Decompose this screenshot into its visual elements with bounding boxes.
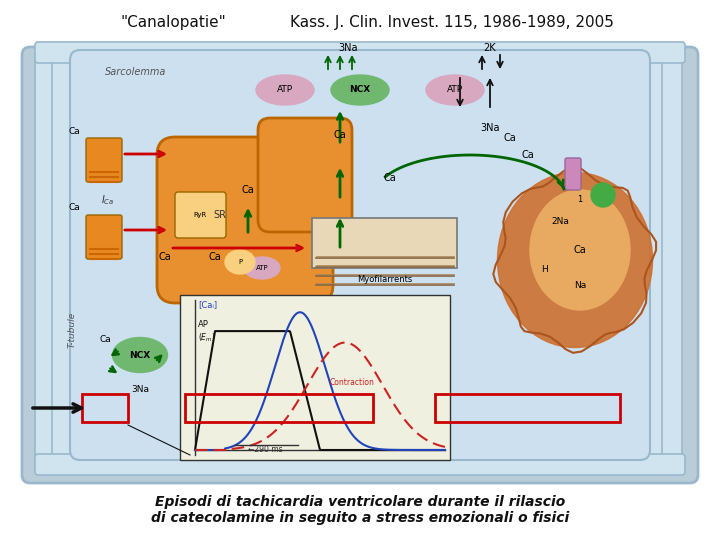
- Text: $I_{Ca}$: $I_{Ca}$: [102, 193, 114, 207]
- Bar: [312, 218, 457, 268]
- Ellipse shape: [225, 250, 255, 274]
- Text: AP: AP: [198, 320, 209, 329]
- Text: Ca: Ca: [333, 130, 346, 140]
- Text: Na: Na: [574, 280, 586, 289]
- Text: Ca: Ca: [384, 173, 397, 183]
- Bar: [185, 394, 373, 422]
- Text: Ca: Ca: [68, 127, 80, 137]
- Text: Ca: Ca: [574, 245, 586, 255]
- Ellipse shape: [530, 190, 630, 310]
- Text: 3Na: 3Na: [131, 386, 149, 395]
- FancyBboxPatch shape: [86, 138, 122, 182]
- Text: ATP: ATP: [277, 85, 293, 94]
- FancyBboxPatch shape: [35, 42, 685, 63]
- Text: Ca: Ca: [158, 252, 171, 262]
- FancyBboxPatch shape: [86, 215, 122, 259]
- Text: 2Na: 2Na: [551, 218, 569, 226]
- Text: "Canalopatie": "Canalopatie": [120, 15, 226, 30]
- Ellipse shape: [112, 338, 168, 373]
- Text: NCX: NCX: [349, 85, 371, 94]
- Text: ←290 ms: ←290 ms: [248, 445, 282, 454]
- Ellipse shape: [426, 75, 484, 105]
- Text: SR: SR: [214, 210, 227, 220]
- Text: ATP: ATP: [256, 265, 269, 271]
- Text: Ca: Ca: [99, 335, 111, 345]
- Text: Kass. J. Clin. Invest. 115, 1986-1989, 2005: Kass. J. Clin. Invest. 115, 1986-1989, 2…: [290, 15, 614, 30]
- Text: 1: 1: [577, 195, 582, 205]
- Bar: [435, 394, 620, 422]
- FancyBboxPatch shape: [35, 52, 55, 473]
- FancyBboxPatch shape: [565, 158, 581, 190]
- Text: Ca: Ca: [68, 204, 80, 213]
- Ellipse shape: [498, 172, 652, 348]
- Text: di catecolamine in seguito a stress emozionali o fisici: di catecolamine in seguito a stress emoz…: [151, 511, 569, 525]
- FancyBboxPatch shape: [22, 47, 698, 483]
- Text: Episodi di tachicardia ventricolare durante il rilascio: Episodi di tachicardia ventricolare dura…: [155, 495, 565, 509]
- Ellipse shape: [256, 75, 314, 105]
- Text: Myofilarrents: Myofilarrents: [357, 275, 413, 285]
- Text: Ca: Ca: [521, 150, 534, 160]
- Text: P: P: [238, 259, 242, 265]
- Text: T-tubule: T-tubule: [68, 312, 76, 348]
- Text: Ca: Ca: [209, 252, 221, 262]
- FancyBboxPatch shape: [52, 52, 72, 473]
- Text: NCX: NCX: [130, 350, 150, 360]
- Ellipse shape: [331, 75, 389, 105]
- FancyBboxPatch shape: [157, 137, 333, 303]
- FancyBboxPatch shape: [35, 454, 685, 475]
- Text: 3Na: 3Na: [338, 43, 358, 53]
- Bar: [180, 295, 450, 460]
- Text: Ca: Ca: [242, 185, 254, 195]
- Text: RyR: RyR: [194, 212, 207, 218]
- FancyBboxPatch shape: [645, 52, 665, 473]
- Text: Contraction: Contraction: [330, 378, 375, 387]
- Ellipse shape: [591, 183, 615, 207]
- Text: H: H: [541, 266, 549, 274]
- Text: Ca: Ca: [503, 133, 516, 143]
- Text: 2K: 2K: [484, 43, 496, 53]
- Bar: [82, 394, 128, 422]
- Text: [Caᵢ]: [Caᵢ]: [198, 300, 217, 309]
- Text: 3Na: 3Na: [480, 123, 500, 133]
- Text: ATP: ATP: [447, 85, 463, 94]
- Text: ($E_m$): ($E_m$): [198, 332, 215, 345]
- FancyBboxPatch shape: [175, 192, 226, 238]
- FancyBboxPatch shape: [662, 52, 682, 473]
- Ellipse shape: [244, 257, 280, 279]
- FancyBboxPatch shape: [258, 118, 352, 232]
- Text: Sarcolemma: Sarcolemma: [105, 67, 166, 77]
- FancyBboxPatch shape: [70, 50, 650, 460]
